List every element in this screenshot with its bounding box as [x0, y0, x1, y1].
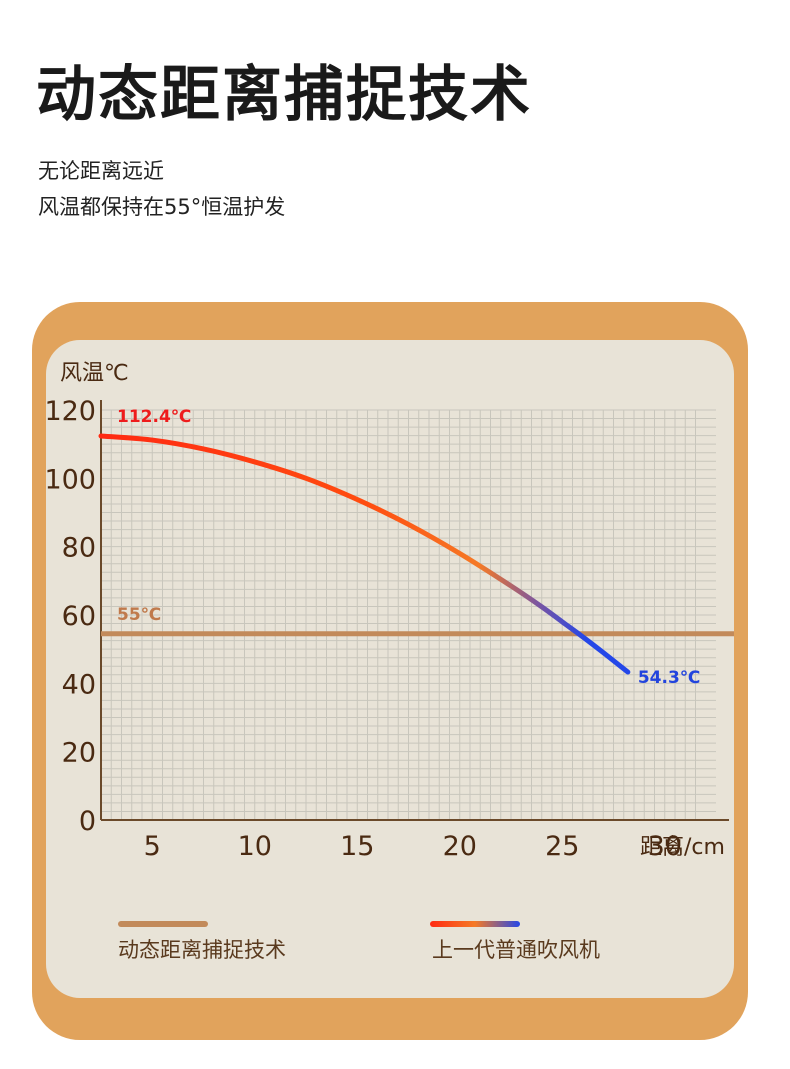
page-title: 动态距离捕捉技术: [36, 60, 532, 130]
y-tick-label: 120: [46, 396, 96, 427]
subtitle-line-1: 无论距离远近: [38, 159, 164, 183]
y-tick-label: 100: [46, 464, 96, 495]
x-tick-label: 30: [648, 831, 682, 862]
y-axis-label: 风温℃: [60, 361, 129, 386]
x-tick-label: 10: [238, 831, 272, 862]
x-tick-label: 15: [340, 831, 374, 862]
legend: 动态距离捕捉技术 上一代普通吹风机: [118, 921, 600, 962]
y-tick-label: 20: [62, 738, 96, 769]
chart-card-inner: 风温℃ 距离/cm 0 20 40 60 80 100 120 5 10 15 20 25 30 11…: [46, 340, 734, 998]
x-tick-labels: 5 10 15 20 25 30: [144, 831, 682, 862]
temperature-distance-chart: 风温℃ 距离/cm 0 20 40 60 80 100 120 5 10 15 20 25 30 11…: [46, 361, 734, 962]
x-axis-label: 距离/cm: [640, 835, 725, 860]
previous-gen-curve: [98, 433, 631, 675]
steady-temperature-label: 55℃: [117, 605, 161, 625]
chart-grid: [100, 409, 716, 821]
subtitle-line-2: 风温都保持在55°恒温护发: [38, 195, 286, 219]
y-tick-labels: 0 20 40 60 80 100 120: [46, 396, 96, 837]
legend-swatch-previous-gen: [430, 921, 520, 927]
x-tick-label: 25: [545, 831, 579, 862]
legend-label-dynamic-tech: 动态距离捕捉技术: [118, 938, 286, 962]
y-tick-label: 40: [62, 669, 96, 700]
chart-axes: [100, 400, 729, 821]
legend-swatch-dynamic-tech: [118, 921, 208, 927]
y-tick-label: 0: [79, 806, 96, 837]
end-temperature-label: 54.3℃: [638, 668, 701, 688]
x-tick-label: 20: [443, 831, 477, 862]
start-temperature-label: 112.4℃: [117, 407, 191, 427]
y-tick-label: 80: [62, 533, 96, 564]
legend-label-previous-gen: 上一代普通吹风机: [432, 938, 600, 962]
y-tick-label: 60: [62, 601, 96, 632]
x-tick-label: 5: [144, 831, 161, 862]
